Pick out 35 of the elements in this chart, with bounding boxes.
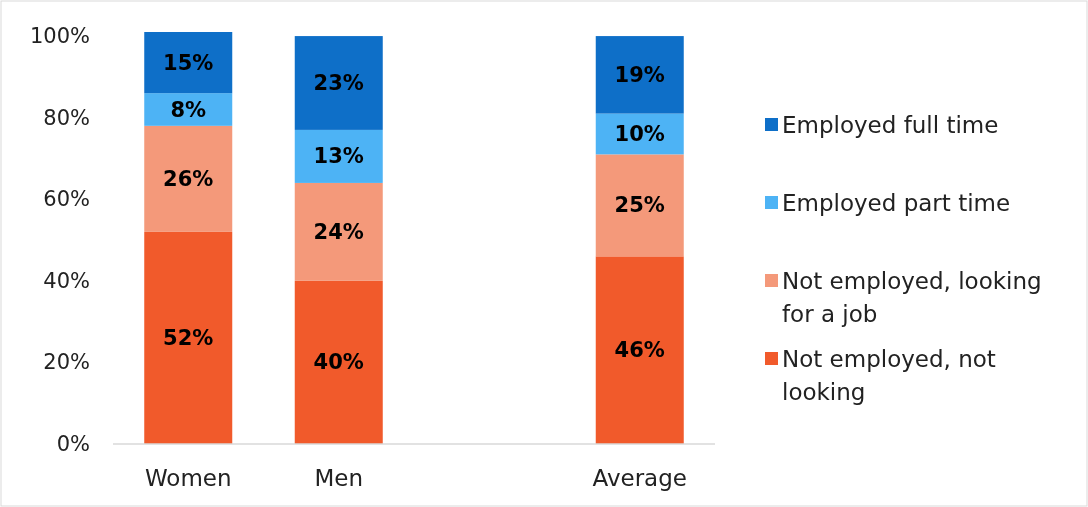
data-label: 52% [163, 325, 214, 350]
data-label: 19% [614, 62, 665, 87]
legend-label: Employed full time [782, 112, 999, 138]
bar [294, 129, 383, 183]
data-label: 24% [313, 219, 364, 244]
legend-label: Not employed, looking for a job [782, 268, 1042, 327]
bar [294, 280, 383, 444]
legend-label: Employed part time [782, 190, 1011, 216]
y-tick-label: 60% [43, 187, 90, 212]
y-tick-label: 0% [56, 432, 90, 456]
data-label: 8% [170, 97, 207, 122]
data-label: 13% [313, 144, 364, 169]
data-label: 40% [313, 350, 364, 375]
data-label: 10% [614, 121, 665, 146]
bar [595, 36, 684, 114]
legend-label: Not employed, not looking [782, 346, 996, 405]
x-tick-label: Women [144, 465, 232, 491]
y-tick-label: 80% [43, 105, 90, 130]
data-label: 46% [614, 338, 665, 363]
data-label: 15% [163, 50, 214, 75]
bar [595, 154, 684, 257]
data-label: 23% [313, 70, 364, 95]
y-tick-label: 40% [43, 268, 90, 293]
data-label: 26% [163, 166, 214, 191]
bar [294, 36, 383, 130]
y-tick-label: 20% [43, 350, 90, 375]
bar [294, 182, 383, 281]
y-tick-label: 100% [29, 24, 90, 49]
x-tick-label: Men [314, 465, 364, 491]
x-tick-label: Average [592, 465, 687, 491]
bar [144, 32, 233, 94]
bar [144, 125, 233, 232]
bar [144, 231, 233, 444]
data-label: 25% [614, 193, 665, 218]
bar [595, 256, 684, 444]
